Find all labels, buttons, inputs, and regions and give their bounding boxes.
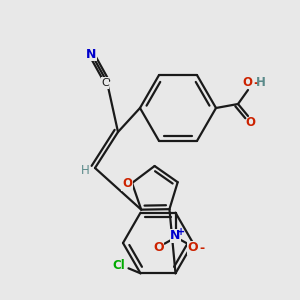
Text: O: O (153, 241, 164, 254)
Text: N: N (86, 47, 96, 61)
Text: O: O (187, 241, 198, 254)
Text: C: C (101, 78, 109, 88)
Text: +: + (177, 227, 186, 237)
Text: Cl: Cl (112, 259, 125, 272)
Text: -: - (199, 242, 204, 255)
Text: N: N (170, 229, 181, 242)
Text: O: O (242, 76, 252, 89)
Text: -: - (253, 76, 259, 90)
Text: H: H (256, 76, 266, 89)
Text: H: H (81, 164, 89, 176)
Text: O: O (122, 178, 132, 190)
Text: O: O (245, 116, 255, 130)
